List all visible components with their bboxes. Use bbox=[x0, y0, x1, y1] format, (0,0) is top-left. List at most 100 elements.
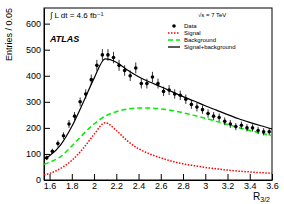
data-point bbox=[95, 64, 99, 68]
y-tick-label: 500 bbox=[26, 45, 41, 55]
y-tick-label: 100 bbox=[26, 149, 41, 159]
data-point bbox=[262, 130, 266, 134]
y-tick-mark bbox=[44, 76, 50, 77]
y-tick-label: 400 bbox=[26, 71, 41, 81]
data-point bbox=[206, 112, 210, 116]
x-tick: 2.2 bbox=[111, 174, 124, 191]
y-tick: 100 bbox=[26, 149, 50, 159]
x-tick-mark bbox=[183, 174, 184, 180]
y-tick-mark bbox=[44, 154, 50, 155]
x-tick-label: 2.8 bbox=[177, 181, 190, 191]
legend-line bbox=[168, 32, 180, 33]
x-tick-label: 2.4 bbox=[133, 181, 146, 191]
y-tick-label: 300 bbox=[26, 97, 41, 107]
y-tick-mark bbox=[44, 102, 50, 103]
x-tick-mark bbox=[250, 174, 251, 180]
legend-label: Data bbox=[184, 23, 197, 29]
x-tick-mark bbox=[272, 174, 273, 180]
x-tick-mark bbox=[72, 174, 73, 180]
series-line bbox=[44, 108, 272, 164]
data-point bbox=[151, 75, 155, 79]
data-point bbox=[267, 130, 271, 134]
y-tick-mark bbox=[44, 180, 50, 181]
x-tick-mark bbox=[205, 174, 206, 180]
x-axis: 1.6 1.8 2 2.2 2.4 2.6 2.8 3 3.2 3.4 3.6 bbox=[44, 174, 279, 191]
data-point bbox=[156, 82, 160, 86]
legend-label: Signal bbox=[184, 30, 201, 36]
legend: DataSignalBackgroundSignal+background bbox=[168, 23, 236, 50]
x-tick: 3.6 bbox=[266, 174, 279, 191]
x-tick-label: 3.4 bbox=[244, 181, 257, 191]
data-point bbox=[195, 105, 199, 109]
plot-frame bbox=[44, 8, 272, 180]
x-tick: 3.2 bbox=[222, 174, 235, 191]
data-point bbox=[140, 82, 144, 86]
x-tick-label: 3.2 bbox=[222, 181, 235, 191]
y-tick-mark bbox=[44, 24, 50, 25]
y-tick: 200 bbox=[26, 123, 50, 133]
legend-label: Signal+background bbox=[184, 44, 236, 50]
x-tick: 2 bbox=[92, 174, 97, 191]
legend-line bbox=[168, 39, 180, 40]
data-point bbox=[228, 122, 232, 126]
data-point bbox=[89, 78, 93, 82]
data-point bbox=[178, 94, 182, 98]
y-tick-label: 600 bbox=[26, 19, 41, 29]
data-point bbox=[62, 134, 66, 138]
series-line bbox=[44, 59, 272, 159]
data-point bbox=[78, 100, 82, 104]
x-tick-mark bbox=[139, 174, 140, 180]
data-point bbox=[106, 53, 110, 57]
data-point bbox=[245, 126, 249, 130]
x-tick: 1.8 bbox=[66, 174, 79, 191]
y-tick: 300 bbox=[26, 97, 50, 107]
data-point bbox=[234, 125, 238, 129]
data-point bbox=[251, 126, 255, 130]
x-tick: 1.6 bbox=[44, 174, 57, 191]
legend-line bbox=[168, 46, 180, 47]
data-point bbox=[73, 114, 77, 118]
x-tick-mark bbox=[50, 174, 51, 180]
data-point bbox=[167, 88, 171, 92]
data-point bbox=[56, 142, 60, 146]
data-point bbox=[217, 116, 221, 120]
x-tick-mark bbox=[94, 174, 95, 180]
x-tick-label: 2.2 bbox=[111, 181, 124, 191]
x-tick-label: 2 bbox=[92, 181, 97, 191]
x-tick-label: 3 bbox=[203, 181, 208, 191]
data-point bbox=[201, 108, 205, 112]
data-point bbox=[145, 82, 149, 86]
chart: 1.6 1.8 2 2.2 2.4 2.6 2.8 3 3.2 3.4 3.6 0 100 200 300 4… bbox=[0, 0, 284, 204]
x-tick-label: 1.8 bbox=[66, 181, 79, 191]
x-tick-mark bbox=[228, 174, 229, 180]
y-tick: 0 bbox=[36, 175, 50, 185]
annotation: ATLAS bbox=[49, 34, 79, 44]
x-tick: 3 bbox=[203, 174, 208, 191]
y-tick-mark bbox=[44, 128, 50, 129]
data-point bbox=[84, 92, 88, 96]
data-point bbox=[190, 103, 194, 107]
legend-label: Background bbox=[184, 37, 216, 43]
data-point bbox=[123, 69, 127, 73]
data-point bbox=[184, 97, 188, 101]
y-tick: 600 bbox=[26, 19, 50, 29]
x-tick: 2.6 bbox=[155, 174, 168, 191]
data-point bbox=[240, 123, 244, 127]
data-point bbox=[256, 129, 260, 133]
annotation: √s = 7 TeV bbox=[198, 12, 226, 18]
data-point bbox=[223, 120, 227, 124]
x-tick: 2.8 bbox=[177, 174, 190, 191]
x-axis-title: R3/2 bbox=[253, 191, 270, 203]
x-tick: 2.4 bbox=[133, 174, 146, 191]
data-point bbox=[173, 92, 177, 96]
data-point bbox=[51, 150, 55, 154]
annotation: ∫ L dt = 4.6 fb⁻¹ bbox=[49, 11, 104, 20]
series-line bbox=[44, 123, 272, 175]
x-tick: 3.4 bbox=[244, 174, 257, 191]
data-point bbox=[117, 64, 121, 68]
y-tick: 500 bbox=[26, 45, 50, 55]
x-tick-label: 1.6 bbox=[44, 181, 57, 191]
x-tick-label: 3.6 bbox=[266, 181, 279, 191]
data-point bbox=[67, 122, 71, 126]
data-point bbox=[134, 66, 138, 70]
